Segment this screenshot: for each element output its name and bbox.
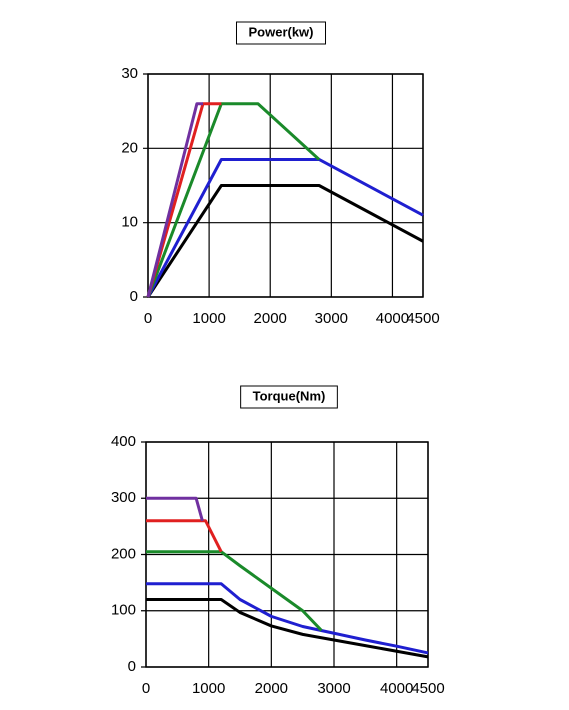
y-tick-label: 20 xyxy=(121,139,138,156)
chart-title: Torque(Nm) xyxy=(253,388,326,403)
series-line xyxy=(146,598,429,659)
y-tick-label: 200 xyxy=(111,545,136,562)
series-line xyxy=(146,184,424,298)
chart-title: Power(kw) xyxy=(248,24,313,39)
y-tick-label: 0 xyxy=(128,658,136,675)
title-box xyxy=(240,385,338,409)
y-tick-label: 300 xyxy=(111,489,136,506)
x-tick-label: 3000 xyxy=(315,310,348,327)
x-tick-label: 2000 xyxy=(255,680,288,697)
title-box xyxy=(235,21,327,45)
x-tick-label: 2000 xyxy=(254,310,287,327)
series-line xyxy=(146,157,424,298)
series-line xyxy=(146,550,323,632)
series-line xyxy=(146,519,223,553)
x-tick-label: 0 xyxy=(142,680,150,697)
x-tick-label: 0 xyxy=(144,310,152,327)
y-tick-label: 30 xyxy=(121,65,138,82)
x-tick-label: 4500 xyxy=(411,680,444,697)
series-line xyxy=(146,102,203,298)
series-line xyxy=(146,102,321,298)
x-tick-label: 4500 xyxy=(406,310,439,327)
series-line xyxy=(146,496,204,522)
series-line xyxy=(146,582,429,655)
x-tick-label: 4000 xyxy=(380,680,413,697)
y-tick-label: 0 xyxy=(130,288,138,305)
y-tick-label: 10 xyxy=(121,214,138,231)
y-tick-label: 100 xyxy=(111,602,136,619)
x-tick-label: 1000 xyxy=(192,680,225,697)
x-tick-label: 4000 xyxy=(376,310,409,327)
x-tick-label: 1000 xyxy=(192,310,225,327)
x-tick-label: 3000 xyxy=(317,680,350,697)
y-tick-label: 400 xyxy=(111,433,136,450)
